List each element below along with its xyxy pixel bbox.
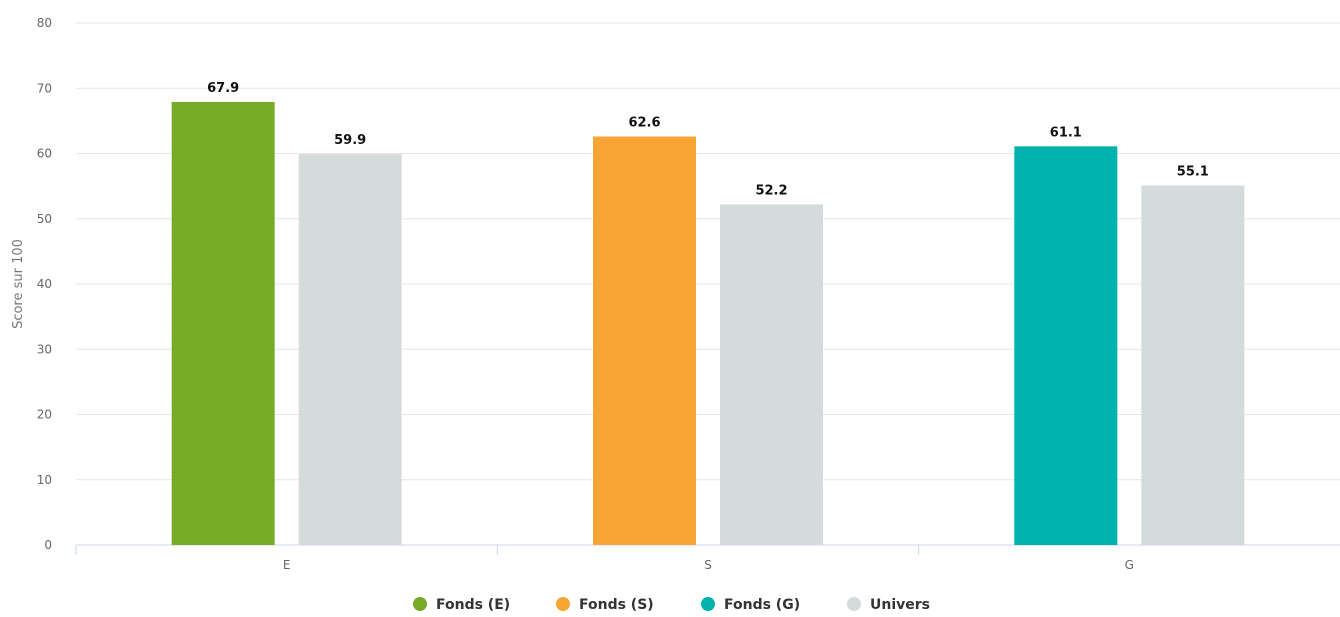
legend-swatch-icon [701,597,715,611]
data-label: 67.9 [207,81,239,96]
bar-s-fonds[interactable] [593,136,696,545]
y-tick-label: 30 [37,342,52,356]
data-label: 55.1 [1177,164,1209,179]
data-label: 62.6 [628,116,660,131]
bar-s-univers[interactable] [720,204,823,545]
y-tick-label: 70 [37,81,52,95]
legend[interactable]: Fonds (E) Fonds (S) Fonds (G) Univers [413,597,930,613]
data-label: 61.1 [1050,125,1082,140]
y-axis-ticks: 0 10 20 30 40 50 60 70 80 [37,16,52,552]
y-tick-label: 80 [37,16,52,30]
legend-swatch-icon [413,597,427,611]
y-tick-label: 50 [37,212,52,226]
y-tick-label: 0 [44,538,52,552]
legend-item[interactable]: Fonds (G) [701,597,800,613]
bars [171,101,1245,545]
y-tick-label: 40 [37,277,52,291]
data-label: 59.9 [334,133,366,148]
legend-item[interactable]: Fonds (S) [556,597,654,613]
bar-g-fonds[interactable] [1014,146,1118,545]
x-category-label: G [1125,558,1134,572]
legend-label: Fonds (E) [436,597,510,613]
legend-item[interactable]: Univers [847,597,930,613]
legend-label: Fonds (G) [724,597,800,613]
data-label: 52.2 [755,183,787,198]
legend-swatch-icon [847,597,861,611]
legend-swatch-icon [556,597,570,611]
legend-label: Fonds (S) [579,597,654,613]
bar-g-univers[interactable] [1141,185,1245,545]
y-tick-label: 20 [37,408,52,422]
y-tick-label: 10 [37,473,52,487]
legend-label: Univers [870,597,930,613]
legend-item[interactable]: Fonds (E) [413,597,510,613]
bar-e-univers[interactable] [298,154,402,545]
x-category-label: E [283,558,291,572]
grid-lines [76,22,1340,546]
y-axis-title: Score sur 100 [11,239,26,329]
bar-e-fonds[interactable] [171,101,275,545]
data-labels: 67.9 59.9 62.6 52.2 61.1 55.1 [207,81,1209,198]
x-category-label: S [704,558,712,572]
y-tick-label: 60 [37,147,52,161]
